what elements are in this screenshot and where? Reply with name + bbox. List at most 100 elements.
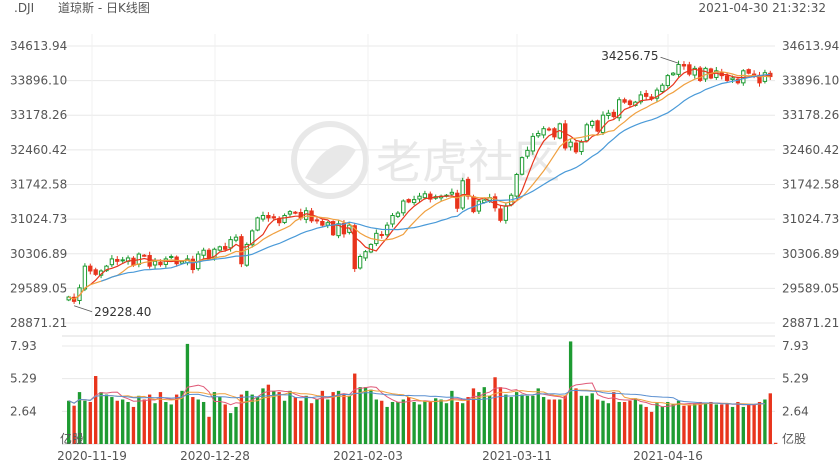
candle-body — [357, 255, 363, 269]
candle-body — [320, 220, 325, 226]
tiger-logo-stripe-icon — [305, 144, 356, 185]
candle-body — [449, 191, 455, 195]
price-tick-right: 34613.94 — [782, 39, 839, 53]
volume-bar — [736, 401, 740, 444]
candle-body — [131, 257, 136, 266]
candle-body — [573, 142, 579, 153]
volume-bar — [579, 395, 584, 444]
candle-body — [411, 199, 417, 204]
tiger-logo-icon — [291, 121, 369, 199]
volume-bar — [628, 400, 632, 444]
volume-bar — [158, 392, 163, 444]
candle-body — [584, 124, 589, 142]
low-annotation: 29228.40 — [94, 305, 151, 319]
volume-bar — [644, 406, 648, 444]
volume-bar — [568, 341, 573, 444]
volume-unit-right: 亿股 — [782, 431, 806, 446]
volume-bar — [137, 395, 141, 444]
volume-bar — [277, 392, 281, 444]
candle-body — [595, 120, 600, 132]
volume-axis: 7.93 7.93 5.29 5.29 2.64 2.64 — [10, 339, 809, 418]
volume-bar — [450, 390, 454, 444]
candle-body — [395, 212, 401, 217]
volume-bar — [498, 387, 503, 444]
volume-bar — [720, 404, 724, 444]
candle-body — [282, 214, 287, 223]
volume-bar — [83, 400, 87, 444]
candle-body — [217, 246, 222, 251]
candle-body — [546, 128, 552, 131]
volume-bar — [525, 395, 530, 444]
volume-bar — [444, 403, 449, 444]
volume-bar — [304, 395, 308, 444]
volume-bar — [223, 404, 227, 444]
volume-bar — [272, 390, 276, 444]
candle-body — [697, 67, 703, 81]
volume-ma10-line — [68, 389, 765, 406]
candle-body — [250, 230, 255, 246]
candle-body — [239, 236, 244, 265]
candle-body — [120, 259, 125, 262]
candle-body — [77, 287, 82, 301]
volume-bar — [282, 400, 287, 444]
volume-bar — [763, 399, 767, 444]
candle-body — [536, 132, 541, 137]
volume-unit-left: 亿股 — [60, 431, 84, 446]
volume-bar — [520, 394, 524, 444]
date-axis: 2020-11-19 2020-12-28 2021-02-03 2021-03-11… — [57, 449, 703, 463]
volume-bar — [514, 392, 519, 444]
volume-bar — [369, 389, 373, 444]
candle-body — [266, 214, 271, 219]
volume-bar — [347, 395, 352, 444]
candle-body — [82, 265, 88, 290]
ma20-line — [100, 73, 771, 282]
candle-body — [406, 199, 411, 203]
volume-bar — [417, 404, 422, 444]
candle-body — [600, 114, 606, 134]
volume-bar — [353, 373, 357, 444]
price-tick-right: 30306.89 — [782, 247, 839, 261]
candle-body — [606, 112, 611, 116]
date-label: 2021-02-03 — [333, 449, 403, 463]
candle-body — [293, 211, 298, 214]
candle-body — [314, 219, 320, 222]
candle-body — [660, 84, 665, 93]
candle-body — [687, 64, 692, 75]
volume-bar — [531, 395, 535, 444]
volume-bar — [747, 404, 751, 444]
volume-bar — [218, 397, 222, 444]
date-label: 2021-04-16 — [633, 449, 703, 463]
high-marker-line — [660, 56, 679, 64]
volume-bar — [228, 413, 233, 444]
volume-bar — [633, 398, 638, 444]
candle-body — [476, 200, 482, 212]
volume-bar — [666, 401, 670, 444]
candle-body — [627, 100, 633, 106]
volume-bar — [466, 397, 470, 444]
volume-bar — [99, 392, 103, 444]
candle-body — [201, 249, 206, 256]
candle-body — [638, 94, 643, 103]
volume-bar — [255, 397, 260, 444]
volume-bar — [471, 388, 476, 444]
volume-bar — [407, 397, 411, 444]
volume-ma-lines — [68, 382, 765, 408]
volume-ma20-line — [68, 389, 765, 405]
candle-body — [670, 72, 676, 76]
volume-bar — [115, 400, 119, 444]
volume-bar — [201, 401, 206, 444]
volume-bar — [293, 397, 298, 444]
candle-body — [109, 258, 115, 266]
volume-bar — [207, 416, 211, 444]
annotations: 34256.75 29228.40 — [73, 49, 679, 319]
low-marker-line — [73, 305, 93, 313]
volume-bar — [169, 404, 173, 444]
candle-body — [503, 205, 509, 221]
price-tick-right: 31742.58 — [782, 177, 839, 191]
volume-bar — [412, 401, 416, 444]
price-tick-right: 29589.05 — [782, 281, 839, 295]
candle-body — [325, 222, 330, 226]
volume-tick-left: 7.93 — [10, 339, 37, 353]
volume-bar — [164, 401, 168, 444]
